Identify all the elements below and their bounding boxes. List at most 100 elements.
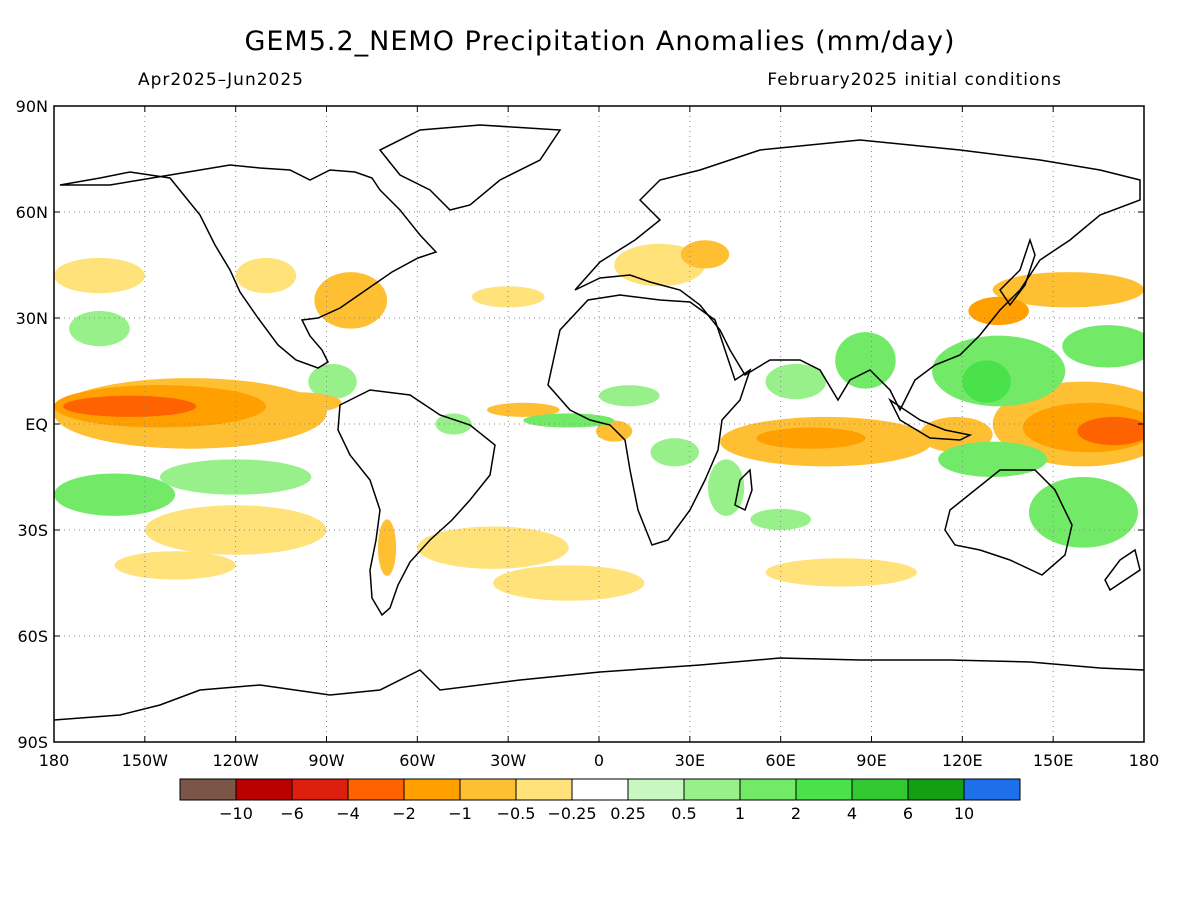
lat-label: 30S	[17, 521, 48, 540]
colorbar-label: 4	[847, 804, 857, 823]
coast-africa	[547, 294, 752, 546]
colorbar-swatch	[459, 778, 517, 801]
anomaly-guinea-wet	[599, 385, 660, 407]
colorbar-swatch	[515, 778, 573, 801]
anomaly-western-us-dry	[235, 257, 297, 294]
anomaly-east-atlantic-wet	[523, 413, 615, 428]
colorbar-swatch	[795, 778, 853, 801]
anomaly-pacific-itcz-dry-east	[250, 392, 342, 414]
anomaly-south-america-dry	[417, 526, 569, 569]
anomaly-arabian-sea-wet	[765, 363, 827, 400]
colorbar-label: −2	[392, 804, 416, 823]
gridlines	[54, 106, 1144, 742]
colorbar-label: −6	[280, 804, 304, 823]
colorbar-label: −4	[336, 804, 360, 823]
anomaly-gulf-guinea-dry	[595, 420, 633, 442]
colorbar-swatch	[907, 778, 965, 801]
coast-eurasia	[574, 139, 1141, 412]
anomaly-madagascar-wet	[750, 508, 811, 530]
colorbar-label: 10	[954, 804, 974, 823]
anomaly-amazon-wet	[435, 413, 472, 435]
lon-label: 30E	[675, 751, 705, 770]
initial-conditions: February2025 initial conditions	[767, 70, 1062, 90]
lat-label: 60S	[17, 627, 48, 646]
anomaly-indian-ocean-dry-core	[756, 427, 866, 449]
colorbar-swatch	[291, 778, 349, 801]
lon-label: 120W	[212, 751, 259, 770]
anomaly-south-indian-dry	[765, 558, 917, 587]
lon-label: 150W	[122, 751, 169, 770]
colorbar-swatch	[347, 778, 405, 801]
lon-label: 90W	[308, 751, 344, 770]
anomaly-central-america-wet	[308, 363, 357, 400]
anomaly-south-pacific-dry-west	[114, 551, 236, 580]
anomaly-hawaii-region-wet	[69, 310, 130, 347]
lon-label: 180	[1129, 751, 1160, 770]
colorbar-swatch	[627, 778, 685, 801]
colorbar: −10 −6 −4 −2 −1 −0.5 −0.25 0.25 0.5 1 2 4 6 10	[179, 778, 1021, 823]
anomaly-western-pacific-wet-core	[962, 360, 1011, 403]
colorbar-label: −0.5	[497, 804, 536, 823]
colorbar-swatch	[403, 778, 461, 801]
colorbar-label: −1	[448, 804, 472, 823]
anomaly-black-sea-dry	[680, 240, 730, 269]
lon-label: 0	[594, 751, 604, 770]
lon-label: 150E	[1033, 751, 1074, 770]
colorbar-swatch	[571, 778, 629, 801]
anomaly-north-pacific-dry	[992, 272, 1144, 308]
lon-label: 90E	[856, 751, 886, 770]
lat-label: 60N	[16, 203, 48, 222]
forecast-period: Apr2025–Jun2025	[138, 70, 304, 90]
colorbar-label: −0.25	[547, 804, 596, 823]
anomaly-bay-bengal-wet	[835, 332, 896, 389]
colorbar-label: 2	[791, 804, 801, 823]
colorbar-label: 0.25	[610, 804, 646, 823]
anomaly-atlantic-itcz-dry	[486, 402, 560, 417]
lon-label: 30W	[490, 751, 526, 770]
anomaly-northeast-pacific-dry	[54, 257, 145, 294]
lon-label: 60E	[765, 751, 795, 770]
lon-label: 120E	[942, 751, 983, 770]
coast-japan	[999, 237, 1036, 307]
anomaly-west-pacific-dry-core	[1077, 416, 1144, 446]
coast-australia	[944, 469, 1073, 576]
anomaly-central-pacific-dry-core	[63, 395, 197, 417]
colorbar-swatch	[963, 778, 1021, 801]
anomaly-south-maritime-wet	[938, 441, 1048, 478]
coast-antarctica	[54, 657, 1144, 721]
anomaly-argentina-dry	[377, 519, 397, 576]
coast-indonesia	[888, 397, 973, 441]
colorbar-swatch	[683, 778, 741, 801]
colorbar-swatch	[179, 778, 237, 801]
lat-label: EQ	[25, 415, 48, 434]
colorbar-swatch	[739, 778, 797, 801]
anomaly-fields	[54, 240, 1144, 601]
anomaly-south-pacific-dry	[144, 505, 327, 555]
lon-label: 180	[39, 751, 70, 770]
anomaly-south-atlantic-dry	[493, 565, 645, 601]
coast-south-america	[337, 389, 496, 617]
anomaly-southwest-pacific-wet	[1028, 476, 1138, 548]
lat-label: 90S	[17, 733, 48, 752]
colorbar-label: −10	[219, 804, 253, 823]
coast-greenland	[378, 124, 562, 211]
colorbar-label: 6	[903, 804, 913, 823]
colorbar-swatch	[235, 778, 293, 801]
colorbar-label: 0.5	[671, 804, 696, 823]
anomaly-north-pacific-wet	[1062, 325, 1144, 368]
anomaly-tropical-south-pacific-wet	[54, 473, 176, 516]
coast-madagascar	[734, 468, 753, 512]
anomaly-east-south-pacific-wet	[159, 459, 312, 495]
coast-north-america	[59, 164, 438, 369]
coast-new-zealand	[1104, 548, 1141, 592]
colorbar-label: 1	[735, 804, 745, 823]
lon-label: 60W	[399, 751, 435, 770]
map-title: GEM5.2_NEMO Precipitation Anomalies (mm/…	[244, 26, 956, 57]
anomaly-central-africa-wet	[650, 438, 699, 467]
colorbar-swatch	[851, 778, 909, 801]
lat-label: 30N	[16, 309, 48, 328]
lat-label: 90N	[16, 97, 48, 116]
coastlines	[54, 124, 1144, 721]
